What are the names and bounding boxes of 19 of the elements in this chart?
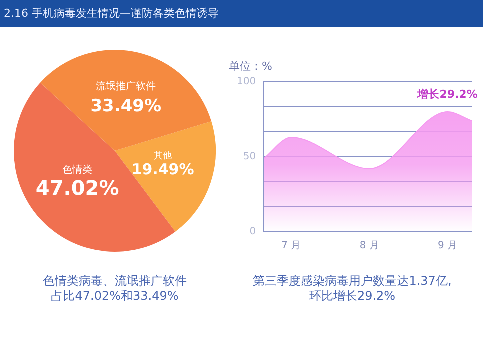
x-tick-label: 9 月: [438, 240, 458, 252]
data-label: 47.02%: [36, 176, 120, 200]
y-tick-label: 100: [236, 76, 256, 88]
text: 色情类病毒、流氓推广软件: [42, 274, 188, 289]
x-tick-label: 7 月: [282, 240, 302, 252]
slice-label: 流氓推广软件: [96, 80, 156, 93]
annotation: 增长29.2%: [416, 88, 478, 101]
slice-label: 其他: [154, 150, 172, 162]
y-axis-title: 单位：%: [229, 60, 272, 73]
y-tick-label: 50: [243, 152, 256, 163]
text: 占比47.02%和33.49%: [50, 289, 180, 304]
x-tick-label: 8 月: [360, 240, 380, 252]
slice-label: 色情类: [62, 164, 93, 176]
data-label: 19.49%: [132, 160, 194, 179]
data-label: 33.49%: [90, 96, 162, 117]
y-tick-label: 0: [250, 226, 256, 238]
text: 第三季度感染病毒用户数量达1.37亿,: [252, 274, 453, 289]
chart-title: 2.16 手机病毒发生情况—谨防各类色情诱导: [0, 0, 483, 27]
text: 环比增长29.2%: [308, 289, 397, 304]
